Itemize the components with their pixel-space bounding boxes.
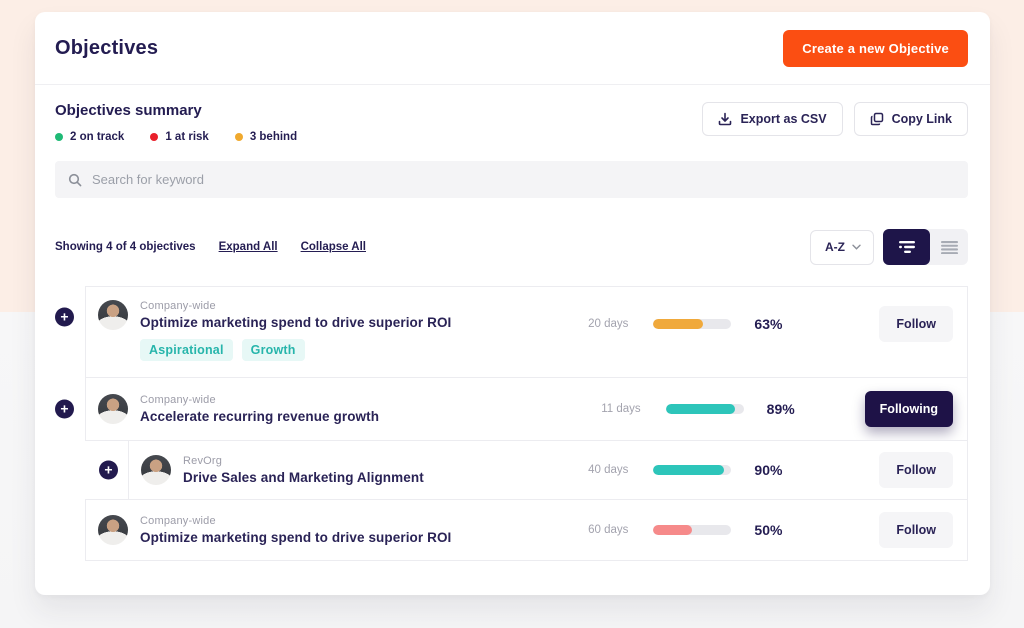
progress-percent: 90% (754, 462, 783, 478)
objective-text: RevOrg Drive Sales and Marketing Alignme… (183, 455, 424, 485)
stat-behind: 3 behind (234, 131, 298, 143)
list-view-icon (940, 240, 958, 254)
objective-metrics: 60 days 50% Follow (576, 512, 953, 548)
collapse-all-link[interactable]: Collapse All (300, 241, 366, 253)
toolbar-left: Showing 4 of 4 objectives Expand All Col… (55, 241, 366, 253)
card-header: Objectives Create a new Objective (35, 12, 990, 85)
objective-text: Company-wide Optimize marketing spend to… (140, 515, 451, 545)
progress-bar (665, 404, 744, 414)
objective-row-1: + Company-wide Optimize marketing spend … (55, 286, 968, 378)
objective-title: Drive Sales and Marketing Alignment (183, 470, 424, 485)
objective-metrics: 20 days 63% Follow (576, 306, 953, 342)
objectives-list: + Company-wide Optimize marketing spend … (55, 286, 968, 561)
objective-row-box[interactable]: RevOrg Drive Sales and Marketing Alignme… (128, 440, 968, 500)
days-remaining: 60 days (588, 524, 629, 536)
copy-link-label: Copy Link (891, 112, 952, 126)
progress-bar (653, 465, 732, 475)
search-bar[interactable] (55, 161, 968, 198)
expand-row-button[interactable]: + (55, 307, 74, 327)
objectives-card: Objectives Create a new Objective Object… (35, 12, 990, 595)
summary-actions: Export as CSV Copy Link (702, 102, 968, 136)
chevron-down-icon (852, 244, 861, 250)
progress-bar (653, 319, 732, 329)
objective-row-2: + Company-wide Accelerate recurring reve… (55, 377, 968, 441)
download-icon (718, 112, 732, 126)
progress-bar (653, 525, 732, 535)
avatar (98, 515, 128, 545)
org-label: Company-wide (140, 300, 216, 312)
copy-link-button[interactable]: Copy Link (853, 102, 968, 136)
search-input[interactable] (92, 172, 955, 187)
stat-behind-label: 3 behind (249, 131, 298, 143)
export-csv-label: Export as CSV (740, 112, 827, 126)
status-legend: 2 on track 1 at risk 3 behind (55, 131, 297, 143)
summary-section: Objectives summary 2 on track 1 at risk … (35, 85, 990, 143)
tree-view-icon (898, 240, 916, 254)
list-toolbar: Showing 4 of 4 objectives Expand All Col… (55, 229, 968, 265)
sort-dropdown-label: A-Z (825, 240, 845, 254)
stat-on-track: 2 on track (55, 131, 124, 143)
progress-bar-fill (653, 465, 724, 475)
org-label: RevOrg (183, 455, 223, 467)
at-risk-dot-icon (150, 133, 159, 141)
following-button[interactable]: Following (864, 391, 953, 427)
objective-metrics: 40 days 90% Follow (576, 452, 953, 488)
objective-title: Accelerate recurring revenue growth (140, 409, 380, 424)
objective-row-3-nested: + RevOrg Drive Sales and Marketing Align… (55, 440, 968, 500)
stat-at-risk: 1 at risk (150, 131, 209, 143)
toolbar-right: A-Z (810, 229, 968, 265)
on-track-dot-icon (55, 133, 63, 141)
org-label: Company-wide (140, 394, 216, 406)
tags: Aspirational Growth (140, 339, 451, 361)
summary-left: Objectives summary 2 on track 1 at risk … (55, 102, 297, 143)
objective-row-box[interactable]: Company-wide Optimize marketing spend to… (85, 499, 968, 561)
org-label: Company-wide (140, 515, 216, 527)
tree-view-button[interactable] (883, 229, 930, 265)
sort-dropdown[interactable]: A-Z (810, 229, 874, 265)
page-title: Objectives (55, 36, 159, 59)
search-icon (68, 173, 82, 187)
objective-row-box[interactable]: Company-wide Optimize marketing spend to… (85, 286, 968, 378)
objective-row-box[interactable]: Company-wide Accelerate recurring revenu… (85, 377, 968, 441)
export-csv-button[interactable]: Export as CSV (702, 102, 843, 136)
avatar (98, 394, 128, 424)
follow-button[interactable]: Follow (879, 512, 953, 548)
copy-icon (870, 112, 884, 126)
days-remaining: 20 days (588, 318, 629, 330)
tag-aspirational: Aspirational (140, 339, 233, 361)
summary-title: Objectives summary (55, 102, 202, 119)
progress-percent: 89% (766, 401, 795, 417)
days-remaining: 40 days (588, 464, 629, 476)
view-toggle (883, 229, 968, 265)
progress-bar-fill (653, 525, 693, 535)
avatar (141, 455, 171, 485)
behind-dot-icon (234, 133, 243, 141)
objective-title: Optimize marketing spend to drive superi… (140, 530, 452, 545)
tag-growth: Growth (241, 339, 305, 361)
stat-at-risk-label: 1 at risk (165, 131, 209, 143)
progress-bar-fill (653, 319, 703, 329)
progress-percent: 50% (754, 522, 783, 538)
follow-button[interactable]: Follow (879, 452, 953, 488)
showing-count-text: Showing 4 of 4 objectives (55, 241, 196, 253)
expand-row-button[interactable]: + (99, 460, 118, 480)
objective-title: Optimize marketing spend to drive superi… (140, 315, 452, 330)
objective-metrics: 11 days 89% Following (589, 391, 953, 427)
progress-bar-fill (665, 404, 736, 414)
objective-row-4: Company-wide Optimize marketing spend to… (55, 499, 968, 561)
stat-on-track-label: 2 on track (70, 131, 125, 143)
expand-all-link[interactable]: Expand All (218, 241, 278, 253)
create-objective-button[interactable]: Create a new Objective (783, 29, 968, 67)
objective-text: Company-wide Accelerate recurring revenu… (140, 394, 379, 424)
objective-text: Company-wide Optimize marketing spend to… (140, 300, 451, 361)
days-remaining: 11 days (601, 403, 641, 415)
list-view-button[interactable] (930, 229, 968, 265)
avatar (98, 300, 128, 330)
progress-percent: 63% (754, 316, 783, 332)
expand-row-button[interactable]: + (55, 399, 74, 419)
follow-button[interactable]: Follow (879, 306, 953, 342)
